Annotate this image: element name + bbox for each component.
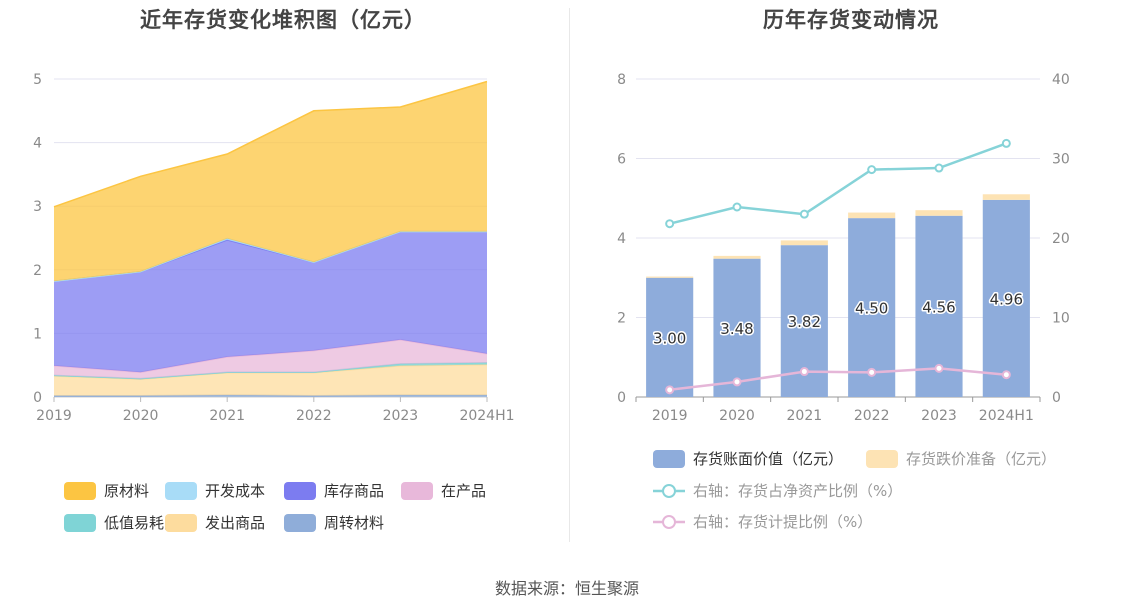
- data-source-note: 数据来源：恒生聚源: [494, 579, 639, 598]
- y-right-tick-label: 0: [1052, 390, 1061, 406]
- line-point: [1001, 370, 1011, 380]
- legend-label: 开发成本: [205, 482, 265, 500]
- y-tick-label: 4: [33, 136, 42, 152]
- area-series: [54, 81, 487, 282]
- legend-label: 周转材料: [324, 514, 384, 532]
- line-point: [799, 209, 809, 219]
- bar-data-label: 3.82: [788, 313, 821, 331]
- bar-line-chart-panel: 历年存货变动情况 0 2 4 6 8 0 10 20 30 40 3.00 3.48 3.82 4.50 4…: [568, 0, 1134, 560]
- x-tick-label: 2020: [719, 408, 755, 424]
- bar-impairment-provision: [982, 194, 1030, 200]
- legend-label: 低值易耗品: [104, 514, 179, 532]
- legend-swatch: [284, 514, 316, 532]
- y-right-tick-label: 40: [1052, 72, 1070, 88]
- bar-impairment-provision: [646, 276, 694, 278]
- y-left-tick-label: 4: [617, 231, 626, 247]
- legend-swatch: [866, 450, 898, 468]
- y-tick-label: 2: [33, 263, 42, 279]
- legend-label: 存货账面价值（亿元）: [693, 450, 843, 468]
- left-chart-title: 近年存货变化堆积图（亿元）: [140, 8, 426, 32]
- area-series-line: [53, 80, 488, 208]
- legend-swatch: [64, 514, 96, 532]
- legend-label: 存货跌价准备（亿元）: [906, 450, 1056, 468]
- x-tick-label: 2023: [921, 408, 957, 424]
- y-left-tick-label: 2: [617, 311, 626, 327]
- x-tick-label: 2019: [652, 408, 688, 424]
- panel-divider: [569, 8, 570, 542]
- legend-label: 原材料: [104, 482, 149, 500]
- line-point: [1001, 138, 1011, 148]
- bar-line-chart: 0 2 4 6 8 0 10 20 30 40 3.00 3.48 3.82 4.50 4.56 4.96 20…: [617, 72, 1070, 531]
- x-tick-label: 2022: [854, 408, 890, 424]
- y-tick-label: 0: [33, 390, 42, 406]
- line-series: [669, 142, 1007, 225]
- bar-book-value: [982, 199, 1030, 397]
- x-tick-label: 2024H1: [979, 408, 1034, 424]
- legend-label: 发出商品: [205, 514, 265, 532]
- area-series: [54, 364, 487, 396]
- x-tick-label: 2023: [383, 408, 419, 424]
- bar-data-label: 4.96: [990, 290, 1023, 308]
- stacked-area-chart: 0 1 2 3 4 5 2019 2020 2021 2022 2023 2024H1 原材料 开发成本 库…: [33, 72, 515, 532]
- legend-label: 在产品: [441, 482, 486, 500]
- right-chart-title: 历年存货变动情况: [763, 8, 939, 32]
- y-tick-label: 3: [33, 199, 42, 215]
- legend-swatch: [284, 482, 316, 500]
- line-point: [867, 165, 877, 175]
- legend-swatch: [165, 514, 197, 532]
- legend-swatch: [653, 450, 685, 468]
- legend-swatch: [401, 482, 433, 500]
- legend-label: 右轴：存货占净资产比例（%）: [693, 482, 902, 500]
- y-left-tick-label: 6: [617, 152, 626, 168]
- line-point: [799, 367, 809, 377]
- bar-data-label: 3.48: [720, 320, 753, 338]
- legend-marker: [662, 515, 676, 529]
- legend-swatch: [64, 482, 96, 500]
- bar-data-label: 3.00: [653, 329, 686, 347]
- x-tick-label: 2024H1: [459, 408, 514, 424]
- line-series: [669, 367, 1007, 392]
- bar-impairment-provision: [780, 240, 828, 246]
- legend-label: 库存商品: [324, 482, 384, 500]
- x-tick-label: 2019: [36, 408, 72, 424]
- bar-data-label: 4.50: [855, 300, 888, 318]
- bar-impairment-provision: [848, 212, 896, 219]
- line-point: [867, 367, 877, 377]
- x-tick-label: 2020: [123, 408, 159, 424]
- y-left-tick-label: 0: [617, 390, 626, 406]
- bar-book-value: [848, 218, 896, 397]
- x-tick-label: 2021: [787, 408, 823, 424]
- stacked-area-chart-panel: 近年存货变化堆积图（亿元） 0 1 2 3 4 5 2019 2020 2021 2022 2023…: [0, 0, 566, 560]
- bar-book-value: [646, 277, 694, 397]
- y-right-tick-label: 20: [1052, 231, 1070, 247]
- x-tick-label: 2022: [296, 408, 332, 424]
- line-point: [665, 385, 675, 395]
- line-point: [934, 363, 944, 373]
- line-point: [732, 377, 742, 387]
- legend-label: 右轴：存货计提比例（%）: [693, 513, 872, 531]
- y-left-tick-label: 8: [617, 72, 626, 88]
- bar-data-label: 4.56: [922, 298, 955, 316]
- bar-book-value: [713, 258, 761, 397]
- line-point: [665, 219, 675, 229]
- area-series: [54, 362, 487, 380]
- y-right-tick-label: 30: [1052, 152, 1070, 168]
- bar-impairment-provision: [915, 210, 963, 216]
- line-point: [732, 202, 742, 212]
- y-right-tick-label: 10: [1052, 311, 1070, 327]
- legend-swatch: [165, 482, 197, 500]
- y-tick-label: 5: [33, 72, 42, 88]
- y-tick-label: 1: [33, 326, 42, 342]
- bar-impairment-provision: [713, 255, 761, 259]
- legend-marker: [662, 484, 676, 498]
- area-series: [54, 231, 487, 373]
- line-point: [934, 163, 944, 173]
- x-tick-label: 2021: [209, 408, 245, 424]
